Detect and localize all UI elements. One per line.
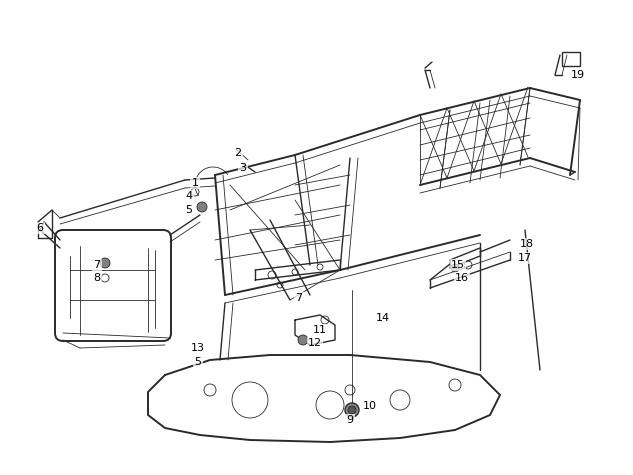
Text: 14: 14 [376, 313, 390, 323]
Text: 12: 12 [308, 338, 322, 348]
Circle shape [345, 403, 359, 417]
Text: 16: 16 [455, 273, 469, 283]
Circle shape [451, 264, 459, 272]
Text: 18: 18 [520, 239, 534, 249]
Text: 4: 4 [185, 191, 192, 201]
Text: 7: 7 [94, 260, 101, 270]
Text: 10: 10 [363, 401, 377, 411]
Text: 11: 11 [313, 325, 327, 335]
Text: 9: 9 [346, 415, 354, 425]
Text: 5: 5 [194, 357, 201, 367]
Text: 19: 19 [571, 70, 585, 80]
Text: 17: 17 [518, 253, 532, 263]
Text: 3: 3 [239, 163, 246, 173]
Text: 15: 15 [451, 260, 465, 270]
Circle shape [348, 406, 356, 414]
Text: 13: 13 [191, 343, 205, 353]
Text: 2: 2 [234, 148, 242, 158]
Text: 8: 8 [94, 273, 101, 283]
Text: 1: 1 [192, 178, 199, 188]
Text: 5: 5 [185, 205, 192, 215]
Bar [562, 52, 580, 66]
Text: 7: 7 [296, 293, 303, 303]
Circle shape [100, 258, 110, 268]
Text: 6: 6 [37, 223, 44, 233]
Circle shape [197, 202, 207, 212]
Circle shape [298, 335, 308, 345]
